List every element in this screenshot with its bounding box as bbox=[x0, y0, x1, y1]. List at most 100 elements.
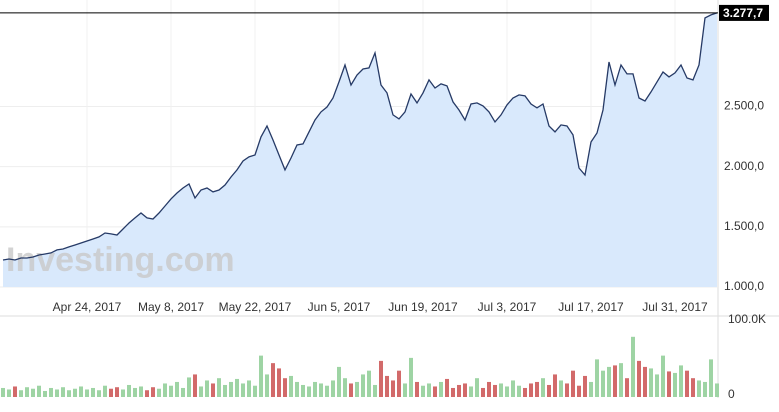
y-tick-label: 1.500,0 bbox=[724, 219, 764, 233]
volume-bar bbox=[385, 375, 389, 397]
x-tick-label: Jun 5, 2017 bbox=[308, 300, 371, 314]
volume-bar bbox=[481, 387, 485, 397]
volume-bar bbox=[493, 384, 497, 397]
volume-bar bbox=[241, 383, 245, 397]
volume-bar bbox=[463, 383, 467, 397]
volume-bar bbox=[529, 383, 533, 397]
volume-bar bbox=[289, 375, 293, 397]
volume-bar bbox=[145, 390, 149, 397]
volume-bar bbox=[43, 390, 47, 397]
volume-bar bbox=[19, 390, 23, 397]
volume-bar bbox=[391, 380, 395, 397]
volume-bar bbox=[607, 366, 611, 397]
volume-bar bbox=[163, 383, 167, 397]
volume-bar bbox=[559, 380, 563, 397]
volume-bar bbox=[379, 360, 383, 397]
volume-bar bbox=[343, 378, 347, 397]
volume-bar bbox=[283, 378, 287, 397]
volume-bar bbox=[367, 370, 371, 397]
volume-bar bbox=[193, 374, 197, 397]
volume-bar bbox=[589, 381, 593, 397]
y-tick-label: 2.000,0 bbox=[724, 159, 764, 173]
volume-bar bbox=[427, 383, 431, 397]
volume-bar bbox=[457, 384, 461, 397]
volume-bar bbox=[511, 380, 515, 397]
x-tick-label: Jul 3, 2017 bbox=[478, 300, 537, 314]
volume-bar bbox=[409, 357, 413, 397]
volume-bar bbox=[601, 370, 605, 397]
volume-bar bbox=[631, 336, 635, 397]
volume-bar bbox=[619, 363, 623, 397]
volume-bar bbox=[229, 381, 233, 397]
x-tick-label: Jul 17, 2017 bbox=[558, 300, 624, 314]
volume-bar bbox=[115, 387, 119, 397]
x-tick-label: Jun 19, 2017 bbox=[388, 300, 458, 314]
volume-bar bbox=[523, 387, 527, 397]
volume-bar bbox=[703, 381, 707, 397]
x-tick-label: Apr 24, 2017 bbox=[53, 300, 122, 314]
volume-bar bbox=[157, 388, 161, 397]
volume-bar bbox=[685, 370, 689, 397]
volume-bar bbox=[541, 378, 545, 397]
volume-bar bbox=[13, 386, 17, 397]
x-tick-label: May 8, 2017 bbox=[138, 300, 204, 314]
volume-bar bbox=[361, 374, 365, 397]
volume-bar bbox=[643, 366, 647, 397]
volume-bar bbox=[697, 380, 701, 397]
volume-bar bbox=[565, 383, 569, 397]
volume-bar bbox=[187, 377, 191, 397]
volume-bar bbox=[547, 384, 551, 397]
volume-bar bbox=[85, 389, 89, 397]
volume-bar bbox=[583, 375, 587, 397]
volume-bar bbox=[91, 387, 95, 397]
volume-bar bbox=[25, 387, 29, 397]
volume-bar bbox=[181, 387, 185, 397]
volume-bar bbox=[109, 388, 113, 397]
volume-bar bbox=[217, 378, 221, 397]
volume-bar bbox=[79, 386, 83, 397]
volume-bar bbox=[73, 388, 77, 397]
volume-bar bbox=[613, 365, 617, 397]
volume-bar bbox=[487, 381, 491, 397]
volume-bar bbox=[211, 383, 215, 397]
volume-bar bbox=[37, 385, 41, 397]
last-value-box bbox=[719, 4, 769, 21]
volume-bar bbox=[637, 360, 641, 397]
volume-bar bbox=[595, 359, 599, 397]
volume-bar bbox=[49, 387, 53, 397]
volume-bar bbox=[169, 385, 173, 397]
volume-bar bbox=[277, 368, 281, 397]
volume-bar bbox=[103, 385, 107, 397]
volume-bar bbox=[133, 387, 137, 397]
volume-tick-label: 0 bbox=[728, 387, 735, 401]
volume-bar bbox=[505, 386, 509, 397]
volume-bar bbox=[271, 363, 275, 397]
y-tick-label: 2.500,0 bbox=[724, 99, 764, 113]
volume-bar bbox=[301, 384, 305, 397]
volume-bar bbox=[205, 380, 209, 397]
volume-bar bbox=[253, 385, 257, 397]
volume-bar bbox=[355, 381, 359, 397]
volume-bar bbox=[679, 365, 683, 397]
volume-bar bbox=[349, 383, 353, 397]
volume-bar bbox=[403, 383, 407, 397]
volume-bar bbox=[673, 372, 677, 397]
price-line bbox=[2, 12, 718, 261]
volume-bar bbox=[655, 374, 659, 397]
volume-bar bbox=[397, 370, 401, 397]
volume-bar bbox=[577, 385, 581, 397]
volume-bar bbox=[295, 381, 299, 397]
last-value-label: 3.277,7 bbox=[723, 6, 763, 20]
volume-bar bbox=[223, 384, 227, 397]
volume-bar bbox=[571, 370, 575, 397]
volume-bar bbox=[127, 384, 131, 397]
volume-bar bbox=[337, 366, 341, 397]
volume-bar bbox=[553, 374, 557, 397]
volume-bar bbox=[7, 389, 11, 397]
volume-bar bbox=[451, 387, 455, 397]
volume-tick-label: 100.0K bbox=[728, 312, 766, 326]
volume-bar bbox=[415, 381, 419, 397]
volume-bar bbox=[235, 378, 239, 397]
volume-bar bbox=[373, 384, 377, 397]
volume-bar bbox=[31, 388, 35, 397]
